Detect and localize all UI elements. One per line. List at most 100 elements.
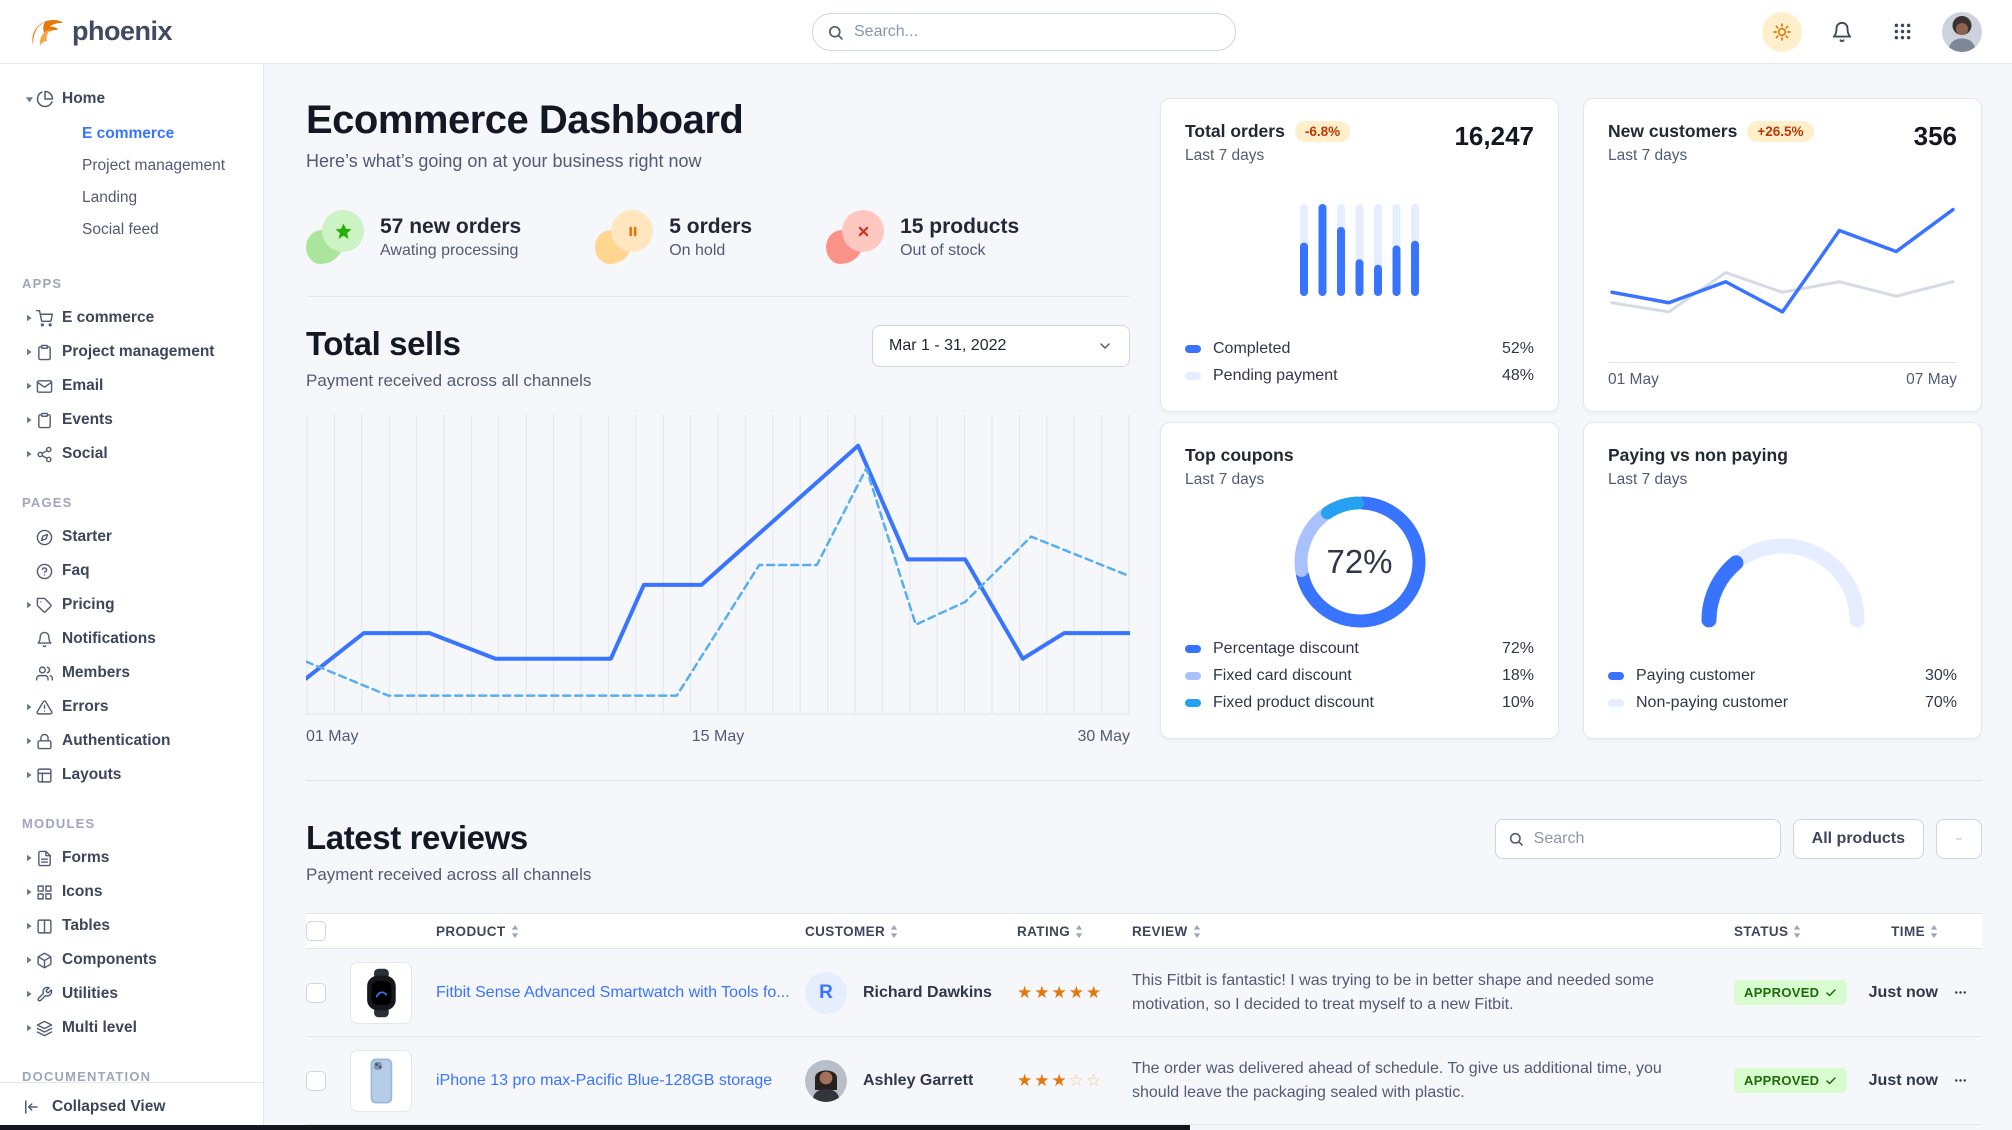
caret-right-icon <box>22 450 36 458</box>
sidebar-section-pages: PAGES <box>22 495 73 510</box>
stat-new-orders: 57 new orders Awating processing <box>306 210 521 264</box>
order-stats-row: 57 new orders Awating processing 5 order… <box>306 210 1130 297</box>
sidebar-item-social-feed[interactable]: Social feed <box>82 221 159 238</box>
grid-icon <box>1892 21 1913 42</box>
review-text: The order was delivered ahead of schedul… <box>1132 1060 1662 1101</box>
legend-percentage-discount: Percentage discount 72% <box>1185 635 1534 662</box>
customer-avatar-initial[interactable]: R <box>805 971 847 1014</box>
collapse-sidebar-button[interactable]: Collapsed View <box>0 1082 263 1130</box>
collapse-icon <box>22 1098 40 1116</box>
paying-vs-non-paying-card: Paying vs non paying Last 7 days Paying … <box>1583 422 1982 739</box>
column-header-product[interactable]: PRODUCT <box>350 924 805 939</box>
sidebar-item-components[interactable]: Components <box>12 943 251 977</box>
pause-icon <box>623 222 642 241</box>
column-header-time[interactable]: TIME <box>1820 924 1938 939</box>
help-circle-icon <box>36 563 62 580</box>
sidebar-item-layouts[interactable]: Layouts <box>12 758 251 792</box>
review-row: Fitbit Sense Advanced Smartwatch with To… <box>306 949 1982 1037</box>
caret-down-icon <box>22 95 36 104</box>
bell-icon <box>1831 21 1853 43</box>
legend-non-paying-customer: Non-paying customer 70% <box>1608 689 1957 716</box>
customer-avatar-photo[interactable] <box>805 1059 847 1102</box>
row-actions-button[interactable] <box>1938 984 1982 1001</box>
column-header-rating[interactable]: RATING <box>1017 924 1132 939</box>
tag-icon <box>36 597 62 614</box>
caret-right-icon <box>22 416 36 424</box>
all-products-button[interactable]: All products <box>1792 819 1924 859</box>
sidebar-item-ecommerce[interactable]: E commerce <box>12 301 251 335</box>
product-link[interactable]: iPhone 13 pro max-Pacific Blue-128GB sto… <box>436 1071 773 1089</box>
product-thumbnail-iphone[interactable] <box>350 1049 412 1112</box>
sidebar-item-faq[interactable]: Faq <box>12 554 251 588</box>
column-header-review[interactable]: REVIEW <box>1132 924 1708 939</box>
sidebar-item-authentication[interactable]: Authentication <box>12 724 251 758</box>
column-header-status[interactable]: STATUS <box>1708 924 1820 939</box>
reviews-more-button[interactable] <box>1936 819 1982 859</box>
latest-reviews-subtitle: Payment received across all channels <box>306 865 592 884</box>
brand-logo[interactable]: phoenix <box>30 16 173 47</box>
sidebar-item-forms[interactable]: Forms <box>12 841 251 875</box>
sidebar-item-notifications[interactable]: Notifications <box>12 622 251 656</box>
theme-toggle-button[interactable] <box>1762 11 1802 52</box>
caret-right-icon <box>22 990 36 998</box>
section-divider <box>306 780 1982 781</box>
row-checkbox[interactable] <box>306 982 326 1003</box>
users-icon <box>36 665 62 682</box>
sidebar-item-errors[interactable]: Errors <box>12 690 251 724</box>
file-text-icon <box>36 850 62 867</box>
date-range-select[interactable]: Mar 1 - 31, 2022 <box>872 325 1130 367</box>
ellipsis-icon <box>1952 1072 1969 1089</box>
new-customers-value: 356 <box>1913 121 1957 151</box>
top-coupons-card: Top coupons Last 7 days 72% Percentage d… <box>1160 422 1559 739</box>
calendar-icon <box>36 412 62 429</box>
select-all-checkbox[interactable] <box>306 921 326 941</box>
dashboard-left-column: Ecommerce Dashboard Here’s what’s going … <box>304 98 1132 746</box>
total-orders-card: Total orders -6.8% Last 7 days 16,247 Co… <box>1160 98 1559 412</box>
columns-icon <box>36 918 62 935</box>
caret-right-icon <box>22 382 36 390</box>
page-title: Ecommerce Dashboard <box>306 98 744 142</box>
sidebar-item-icons[interactable]: Icons <box>12 875 251 909</box>
sidebar-item-ecommerce-home[interactable]: E commerce <box>82 125 175 142</box>
total-sells-title: Total sells <box>306 325 461 362</box>
reviews-table: PRODUCT CUSTOMER RATING REVIEW STATUS TI… <box>306 913 1982 1130</box>
sidebar-section-modules: MODULES <box>22 816 96 831</box>
sidebar-item-events[interactable]: Events <box>12 403 251 437</box>
row-checkbox[interactable] <box>306 1070 326 1091</box>
caret-right-icon <box>22 314 36 322</box>
product-link[interactable]: Fitbit Sense Advanced Smartwatch with To… <box>436 983 790 1001</box>
sidebar-item-project-management[interactable]: Project management <box>12 335 251 369</box>
sidebar-item-landing[interactable]: Landing <box>82 189 138 206</box>
sidebar-item-starter[interactable]: Starter <box>12 520 251 554</box>
apps-grid-button[interactable] <box>1882 12 1922 52</box>
x-icon <box>855 223 872 240</box>
horizontal-scrollbar-thumb[interactable] <box>0 1125 1190 1130</box>
sidebar-item-utilities[interactable]: Utilities <box>12 977 251 1011</box>
layout-icon <box>36 767 62 784</box>
customer-name: Richard Dawkins <box>863 983 992 1001</box>
product-thumbnail-fitbit[interactable] <box>350 961 412 1024</box>
sidebar-item-social[interactable]: Social <box>12 437 251 471</box>
ellipsis-icon <box>1952 984 1969 1001</box>
sidebar-item-tables[interactable]: Tables <box>12 909 251 943</box>
column-header-customer[interactable]: CUSTOMER <box>805 924 1017 939</box>
global-search-input[interactable] <box>854 23 1221 41</box>
notifications-button[interactable] <box>1822 12 1862 52</box>
row-actions-button[interactable] <box>1938 1072 1982 1089</box>
review-time: Just now <box>1868 983 1938 1001</box>
sidebar-item-multi-level[interactable]: Multi level <box>12 1011 251 1045</box>
sidebar-item-home[interactable]: Home <box>12 82 251 116</box>
donut-center-label: 72% <box>1326 543 1393 580</box>
sidebar-item-members[interactable]: Members <box>12 656 251 690</box>
sidebar-item-pricing[interactable]: Pricing <box>12 588 251 622</box>
user-avatar[interactable] <box>1942 11 1982 52</box>
sidebar-item-email[interactable]: Email <box>12 369 251 403</box>
box-icon <box>36 952 62 969</box>
reviews-search-input[interactable] <box>1533 830 1768 848</box>
legend-paying-customer: Paying customer 30% <box>1608 662 1957 689</box>
clipboard-icon <box>36 344 62 361</box>
sidebar-item-project-management-home[interactable]: Project management <box>82 157 226 174</box>
kpi-cards: Total orders -6.8% Last 7 days 16,247 Co… <box>1160 98 1982 746</box>
main-content: Ecommerce Dashboard Here’s what’s going … <box>264 64 2012 1130</box>
cart-icon <box>36 310 62 327</box>
